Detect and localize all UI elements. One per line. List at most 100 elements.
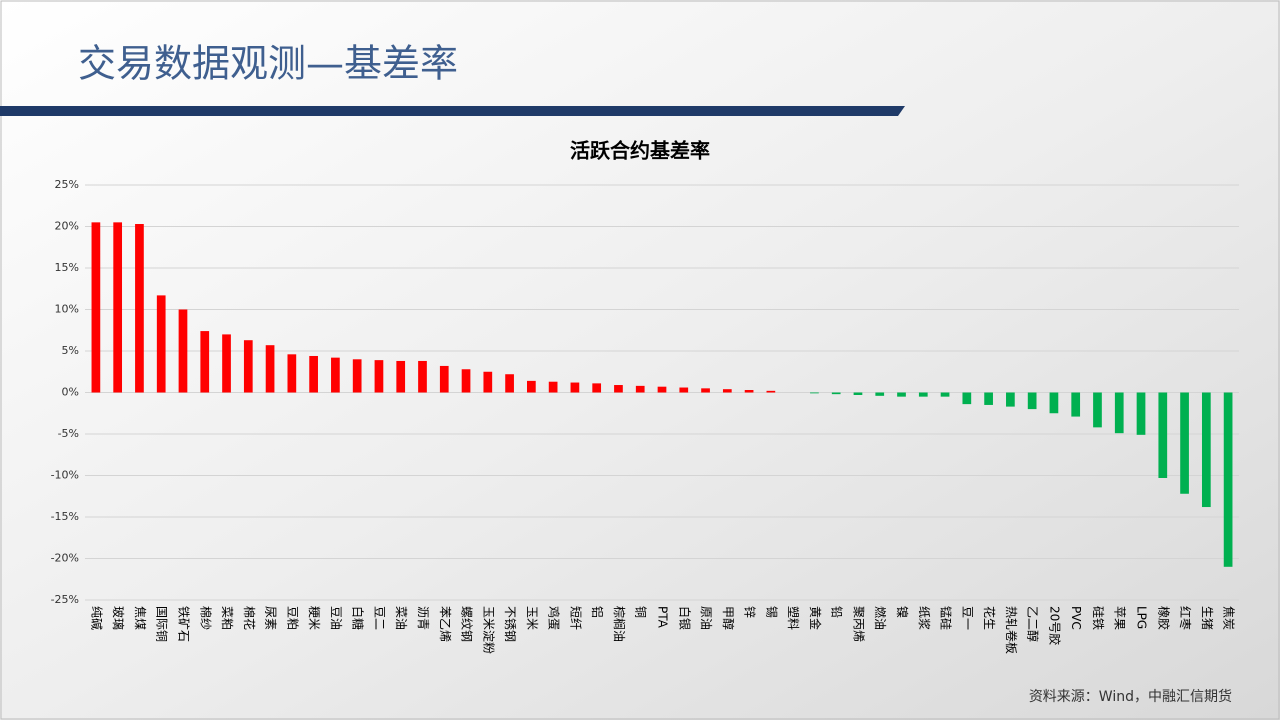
x-tick-label: 硅铁 [1091,606,1105,630]
x-tick-label: 甲醇 [721,606,736,630]
x-tick-label: 豆粕 [285,606,300,630]
bar [352,359,362,393]
x-tick-label: 粳米 [307,606,321,630]
x-tick-label: 豆一 [960,606,974,630]
y-tick-label: 10% [55,303,79,316]
bar [722,389,732,393]
bar [527,380,536,393]
y-tick-label: -20% [51,552,79,565]
bar [810,392,819,394]
bar [461,369,471,393]
y-tick-label: -10% [51,469,79,482]
x-tick-label: 花生 [982,606,997,630]
bar [200,331,210,393]
x-tick-label: 国际铜 [155,606,170,642]
x-tick-label: 铜 [634,606,649,618]
x-tick-label: 棉花 [242,606,257,630]
x-tick-label: 铁矿石 [176,606,190,642]
x-tick-label: 铅 [830,606,844,618]
bar [592,383,602,393]
bar [548,381,558,393]
bar [1223,392,1233,567]
bar [287,354,297,393]
bar [1027,392,1037,410]
x-tick-label: PVC [1069,606,1083,630]
x-tick-label: 黄金 [808,606,823,630]
bar [418,360,427,393]
x-tick-label: PTA [656,606,670,629]
bar [1158,392,1168,478]
x-tick-label: 焦煤 [133,606,147,630]
x-tick-label: 鸡蛋 [547,606,562,630]
x-tick-label: 短纤 [568,606,582,630]
x-tick-label: 焦炭 [1222,606,1236,630]
bar [744,390,754,393]
x-tick-label: 不锈钢 [503,606,517,642]
x-tick-label: 纯碱 [89,606,103,630]
bar [657,386,667,393]
bar [331,357,340,393]
bar [984,392,993,405]
x-tick-label: 锌 [743,606,757,618]
x-tick-label: 豆二 [372,606,386,630]
x-tick-label: 棕榈油 [612,606,627,642]
y-tick-label: -5% [58,427,79,440]
bar [505,374,514,393]
bar [135,224,144,393]
bar [113,222,123,393]
bar [91,222,101,393]
bar [222,334,231,393]
x-tick-label: 豆油 [329,606,343,630]
x-tick-label: 原油 [699,606,713,630]
bar [1049,392,1059,414]
bar [875,392,885,396]
x-tick-label: 20号胶 [1047,606,1062,645]
bar [396,360,406,393]
x-tick-label: 塑料 [786,606,801,630]
bar [439,365,449,393]
bar [1180,392,1189,494]
slide-title: 交易数据观测—基差率 [78,42,458,86]
x-tick-label: 白糖 [351,606,366,630]
bar [156,295,166,393]
bar [570,382,580,393]
x-tick-label: 苹果 [1113,606,1127,630]
y-tick-label: -15% [51,510,79,523]
bar [1006,392,1015,407]
x-tick-label: 棉纱 [198,606,212,630]
bar [1136,392,1146,435]
source-note: 资料来源：Wind，中融汇信期货 [1029,688,1232,705]
x-tick-label: 镍 [895,606,909,618]
x-tick-label: 铝 [590,606,605,618]
y-tick-label: 25% [55,178,79,191]
bar [309,355,318,393]
x-tick-label: 白银 [677,606,692,630]
y-tick-label: 5% [62,344,79,357]
bar [374,360,384,393]
chart-title: 活跃合约基差率 [570,139,710,163]
x-tick-label: 生猪 [1200,606,1214,630]
bar [940,392,950,397]
x-tick-label: 红枣 [1178,606,1193,630]
bar [614,385,623,393]
bar [897,392,906,397]
x-tick-label: 橡胶 [1156,606,1171,630]
x-tick-label: 菜油 [394,606,408,630]
bar [483,371,493,393]
bar [831,392,841,395]
x-tick-label: 聚丙烯 [851,606,865,642]
bar [1093,392,1102,428]
bar [853,392,863,395]
x-tick-label: 螺纹钢 [460,606,474,642]
title-bar [0,106,905,116]
bar [635,385,645,393]
x-tick-label: 锰硅 [939,606,954,630]
y-tick-label: 20% [55,220,79,233]
bar [1201,392,1211,508]
x-tick-label: 乙二醇 [1026,606,1041,642]
x-tick-label: 菜粕 [220,606,235,630]
x-tick-label: 玉米淀粉 [481,606,495,654]
x-tick-label: 纸浆 [917,606,932,630]
